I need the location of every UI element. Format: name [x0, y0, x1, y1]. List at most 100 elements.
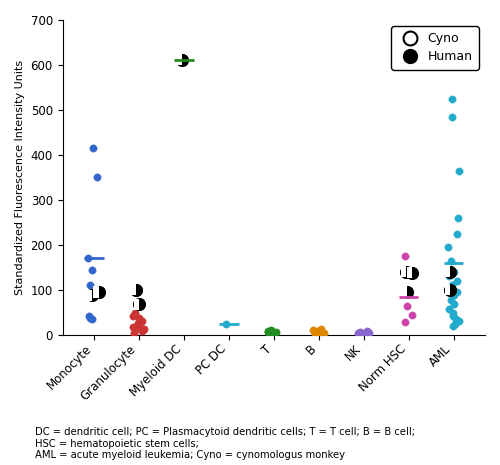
Point [452, 288, 460, 296]
Point [89, 145, 97, 152]
Point [402, 288, 410, 296]
Point [450, 300, 458, 308]
Point [408, 311, 416, 318]
Point [94, 288, 102, 296]
Point [88, 292, 96, 299]
Point [450, 292, 458, 299]
Point [444, 243, 452, 251]
Point [402, 268, 410, 276]
Point [454, 230, 462, 237]
Point [131, 310, 139, 317]
Point [449, 312, 457, 319]
Point [132, 286, 140, 293]
Point [310, 326, 318, 334]
Point [88, 266, 96, 273]
Point [264, 328, 272, 336]
Point [135, 321, 143, 329]
Point [354, 330, 362, 337]
Point [139, 326, 147, 334]
Point [446, 268, 454, 276]
Point [452, 315, 460, 323]
Point [448, 113, 456, 120]
Point [450, 268, 458, 276]
Point [448, 322, 456, 330]
Point [312, 328, 320, 336]
Point [313, 327, 321, 334]
Point [84, 255, 92, 262]
Point [174, 56, 182, 63]
Point [94, 288, 102, 296]
Point [446, 268, 454, 276]
Point [178, 56, 186, 63]
Point [402, 288, 410, 296]
Text: DC = dendritic cell; PC = Plasmacytoid dendritic cells; T = T cell; B = B cell;
: DC = dendritic cell; PC = Plasmacytoid d… [35, 427, 415, 460]
Point [132, 286, 140, 293]
Point [448, 282, 456, 289]
Point [135, 300, 143, 308]
Point [449, 286, 457, 293]
Point [356, 328, 364, 335]
Point [401, 319, 409, 326]
Point [129, 323, 137, 331]
Point [446, 268, 454, 276]
Point [88, 315, 96, 323]
Point [316, 328, 324, 335]
Point [92, 173, 100, 180]
Point [451, 320, 459, 327]
Point [130, 329, 138, 336]
Point [401, 252, 409, 260]
Point [455, 318, 463, 325]
Point [446, 268, 454, 276]
Point [408, 269, 416, 277]
Point [408, 269, 416, 277]
Point [454, 214, 462, 222]
Point [178, 56, 186, 63]
Point [404, 302, 411, 309]
Point [134, 314, 142, 321]
Point [446, 296, 454, 304]
Point [266, 329, 274, 336]
Point [94, 288, 102, 296]
Point [271, 329, 279, 337]
Point [364, 327, 372, 334]
Point [178, 56, 186, 63]
Point [364, 328, 372, 336]
Point [86, 314, 94, 321]
Point [444, 272, 452, 280]
Point [140, 326, 148, 333]
Point [446, 305, 454, 312]
Point [449, 310, 457, 317]
Point [264, 327, 272, 335]
Point [132, 286, 140, 293]
Point [135, 324, 143, 332]
Point [365, 329, 373, 337]
Point [266, 330, 274, 337]
Point [222, 320, 230, 327]
Point [134, 319, 142, 326]
Point [453, 277, 461, 285]
Point [132, 286, 140, 293]
Point [320, 329, 328, 336]
Point [310, 329, 318, 337]
Point [408, 269, 416, 277]
Point [88, 292, 96, 299]
Legend: Cyno, Human: Cyno, Human [391, 26, 479, 70]
Point [130, 312, 138, 319]
Point [314, 330, 322, 337]
Point [446, 286, 454, 293]
Point [317, 326, 325, 333]
Point [402, 268, 410, 276]
Point [446, 286, 454, 293]
Point [448, 95, 456, 102]
Y-axis label: Standardized Fluorescence Intensity Units: Standardized Fluorescence Intensity Unit… [15, 60, 25, 295]
Point [408, 269, 416, 277]
Point [402, 288, 410, 296]
Point [94, 288, 102, 296]
Point [454, 167, 462, 174]
Point [402, 288, 410, 296]
Point [402, 268, 410, 276]
Point [267, 326, 275, 334]
Point [138, 318, 145, 325]
Point [135, 300, 143, 308]
Point [360, 329, 368, 336]
